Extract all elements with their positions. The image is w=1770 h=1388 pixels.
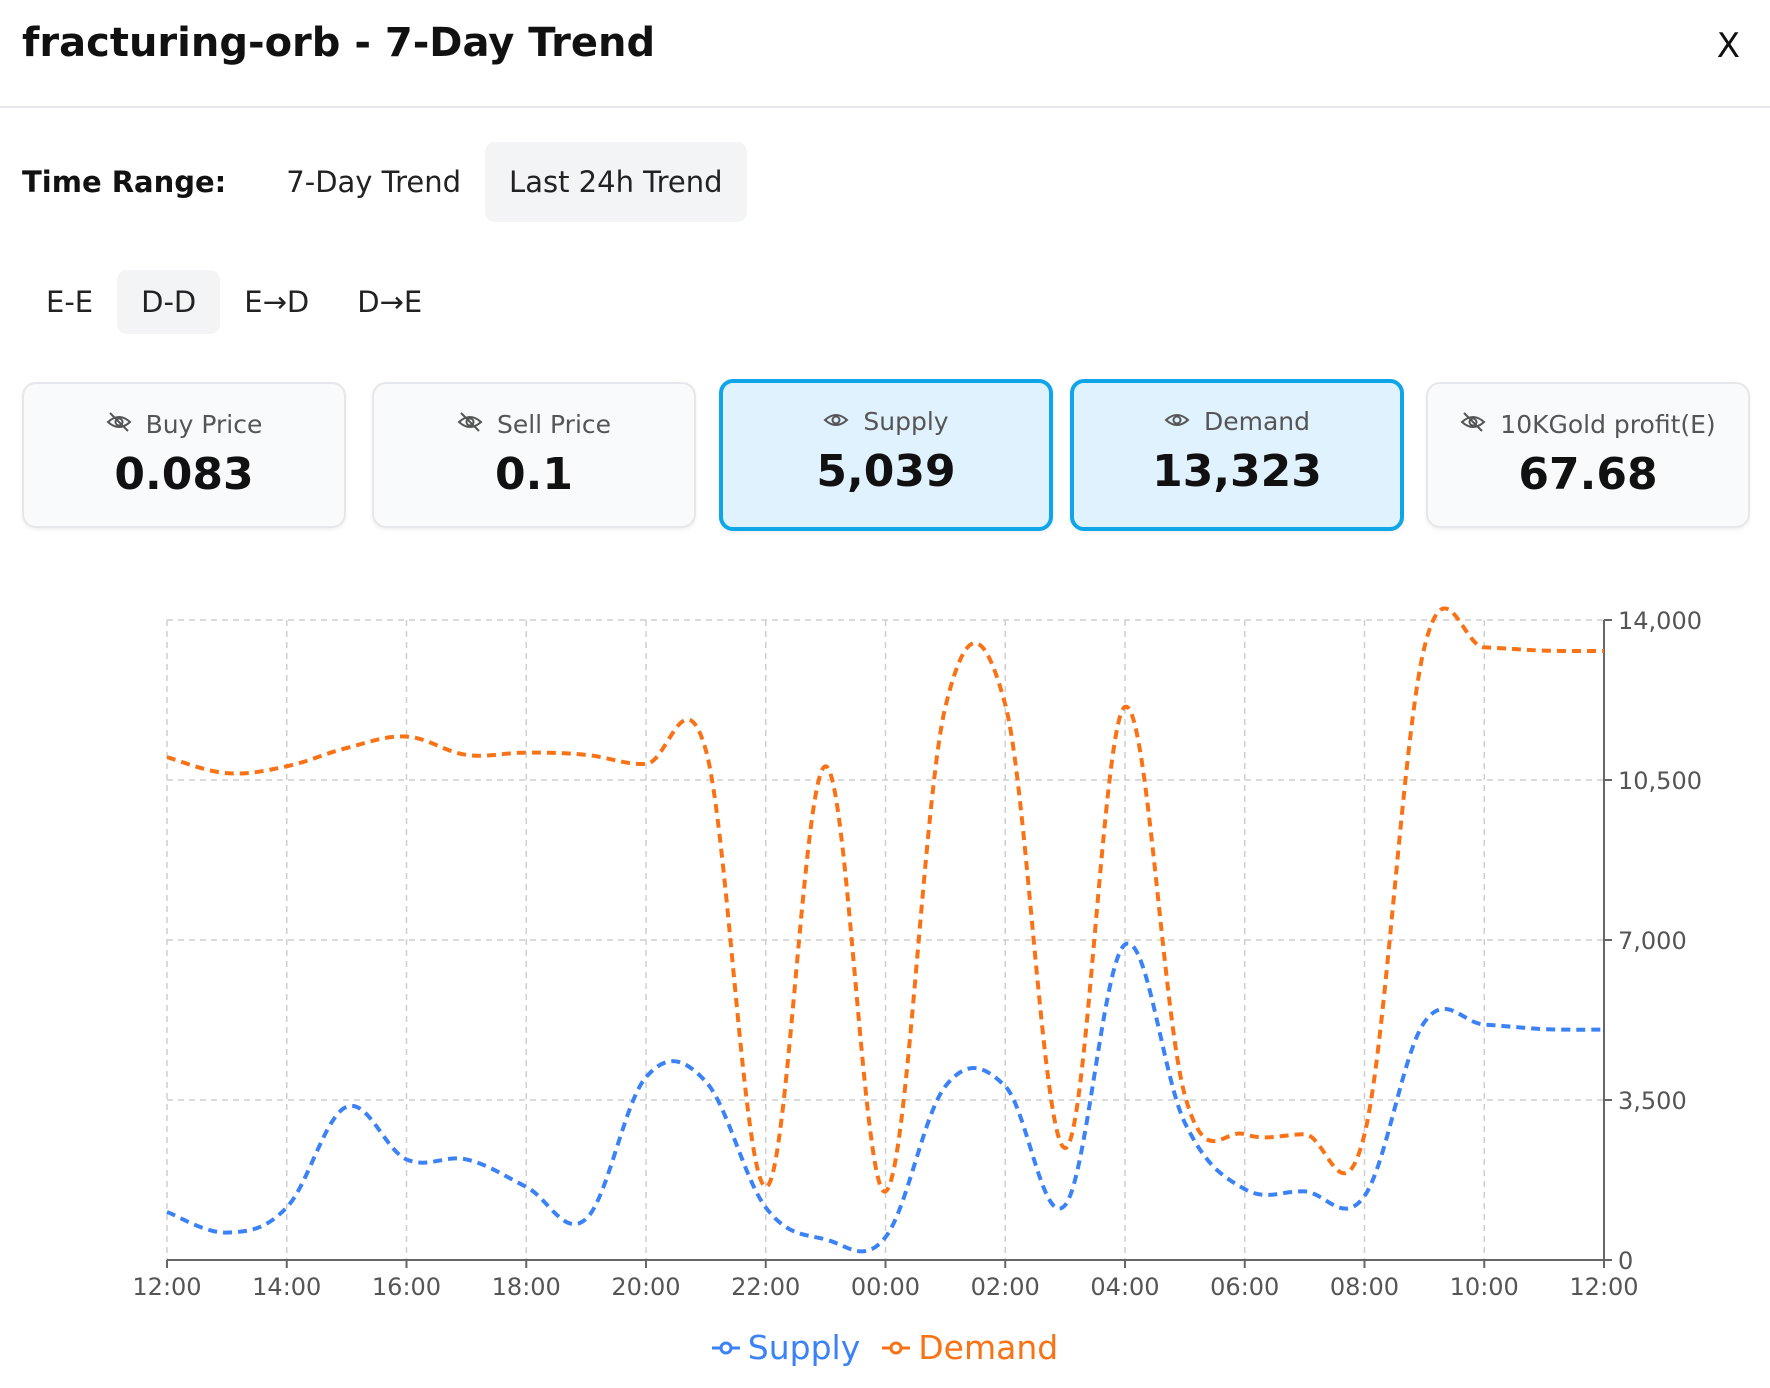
x-tick-label: 16:00: [372, 1273, 441, 1301]
y-tick-label: 7,000: [1618, 927, 1687, 955]
eye-icon: [823, 407, 849, 436]
mode-option-d-e[interactable]: D→E: [357, 285, 423, 319]
x-tick-label: 18:00: [492, 1273, 561, 1301]
card-demand[interactable]: Demand 13,323: [1070, 379, 1404, 531]
card-value: 13,323: [1152, 446, 1322, 497]
card-label: Demand: [1203, 407, 1311, 436]
metric-cards: Buy Price 0.083 Sell Price 0.1 Supply 5,…: [22, 379, 1750, 532]
time-range-option-24h[interactable]: Last 24h Trend: [485, 142, 747, 222]
card-value: 5,039: [816, 446, 956, 497]
x-tick-label: 12:00: [1569, 1273, 1638, 1301]
y-tick-label: 0: [1618, 1247, 1633, 1275]
legend-label-demand: Demand: [918, 1328, 1059, 1367]
time-range-label: Time Range:: [22, 165, 227, 199]
y-tick-label: 14,000: [1618, 607, 1702, 635]
card-value: 67.68: [1518, 449, 1658, 500]
series-line-supply: [166, 941, 1605, 1254]
x-tick-label: 02:00: [971, 1273, 1040, 1301]
eye-off-icon: [457, 410, 483, 439]
card-label: Supply: [863, 407, 949, 436]
legend-item-supply[interactable]: Supply: [711, 1328, 861, 1367]
page-title: fracturing-orb - 7-Day Trend: [22, 20, 656, 66]
legend-label-supply: Supply: [747, 1328, 861, 1367]
x-tick-label: 08:00: [1330, 1273, 1399, 1301]
x-tick-label: 12:00: [132, 1273, 201, 1301]
card-label: 10KGold profit(E): [1500, 410, 1716, 439]
close-button[interactable]: X: [1716, 26, 1740, 66]
card-buy-price[interactable]: Buy Price 0.083: [22, 382, 346, 528]
time-range-selector: Time Range: 7-Day Trend Last 24h Trend: [22, 142, 747, 222]
eye-off-icon: [1460, 410, 1486, 439]
trend-chart: 12:00 14:00 16:00 18:00 20:00 22:00 00:00 02:00…: [0, 590, 1770, 1388]
card-label: Sell Price: [496, 410, 612, 439]
eye-off-icon: [106, 410, 132, 439]
x-tick-label: 20:00: [611, 1273, 680, 1301]
y-tick-label: 3,500: [1618, 1087, 1687, 1115]
mode-selector: E-E D-D E→D D→E: [22, 270, 446, 334]
legend-marker-supply: [711, 1341, 740, 1354]
x-tick-label: 10:00: [1450, 1273, 1519, 1301]
card-sell-price[interactable]: Sell Price 0.1: [372, 382, 696, 528]
legend-marker-demand: [882, 1341, 911, 1354]
card-10kgold-profit[interactable]: 10KGold profit(E) 67.68: [1426, 382, 1750, 528]
mode-option-e-e[interactable]: E-E: [46, 285, 94, 319]
x-tick-label: 04:00: [1090, 1273, 1159, 1301]
modal-header: fracturing-orb - 7-Day Trend X: [0, 0, 1770, 108]
card-value: 0.083: [114, 449, 254, 500]
x-tick-label: 00:00: [851, 1273, 920, 1301]
x-tick-label: 22:00: [731, 1273, 800, 1301]
series-line-demand: [166, 606, 1605, 1194]
y-tick-label: 10,500: [1618, 767, 1702, 795]
card-supply[interactable]: Supply 5,039: [719, 379, 1053, 531]
mode-option-d-d[interactable]: D-D: [117, 270, 221, 334]
x-tick-label: 14:00: [252, 1273, 321, 1301]
time-range-option-7day[interactable]: 7-Day Trend: [286, 165, 462, 199]
chart-legend: Supply Demand: [0, 1328, 1770, 1367]
x-tick-label: 06:00: [1210, 1273, 1279, 1301]
card-label: Buy Price: [145, 410, 263, 439]
eye-icon: [1164, 407, 1190, 436]
trend-chart-svg: 12:00 14:00 16:00 18:00 20:00 22:00 00:00 02:00…: [132, 606, 1702, 1301]
mode-option-e-d[interactable]: E→D: [244, 285, 310, 319]
legend-item-demand[interactable]: Demand: [882, 1328, 1058, 1367]
card-value: 0.1: [495, 449, 573, 500]
